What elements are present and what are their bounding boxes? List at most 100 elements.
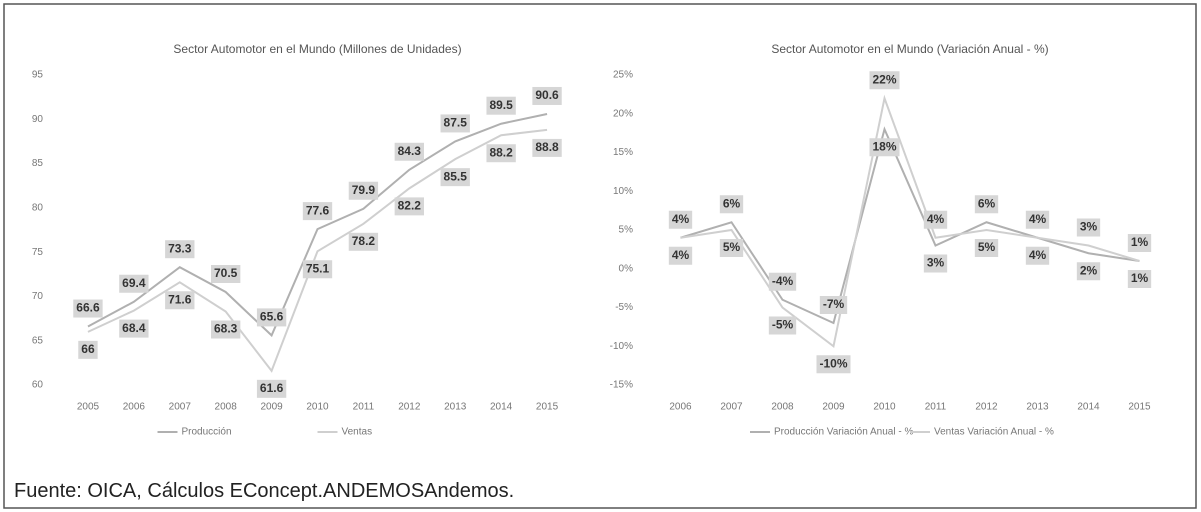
data-label-box	[768, 316, 797, 335]
data-label-box	[165, 291, 195, 310]
data-label-box	[869, 71, 900, 90]
legend-label: Producción	[182, 427, 232, 438]
data-label: 5%	[723, 240, 741, 254]
data-label: 1%	[1131, 235, 1149, 249]
data-label-box	[923, 254, 948, 273]
x-tick-label: 2010	[306, 402, 329, 413]
x-tick-label: 2007	[720, 402, 743, 413]
data-label: 66.6	[76, 301, 100, 315]
data-label: 82.2	[398, 199, 422, 213]
legend-label: Ventas Variación Anual - %	[934, 427, 1054, 438]
y-tick-label: 60	[32, 380, 44, 391]
x-tick-label: 2008	[215, 402, 238, 413]
data-label: 73.3	[168, 241, 192, 255]
data-label: 89.5	[489, 98, 513, 112]
data-label-box	[1025, 246, 1050, 265]
x-tick-label: 2015	[536, 402, 559, 413]
data-label: 77.6	[306, 203, 330, 217]
data-label-box	[532, 86, 562, 105]
data-label-box	[532, 138, 562, 157]
data-label-box	[211, 265, 241, 283]
x-tick-label: 2015	[1128, 402, 1151, 413]
x-tick-label: 2013	[444, 402, 467, 413]
y-tick-label: 70	[32, 291, 44, 302]
data-label-box	[486, 96, 516, 115]
data-label-box	[719, 239, 744, 257]
data-label-box	[440, 168, 470, 187]
data-label: -7%	[823, 297, 845, 311]
data-label-box	[816, 355, 851, 374]
data-label: 1%	[1131, 271, 1149, 285]
data-label: 3%	[1080, 220, 1098, 234]
line	[680, 126, 1140, 325]
x-tick-label: 2007	[169, 402, 192, 413]
data-label: 22%	[872, 72, 896, 86]
data-label-box	[165, 240, 195, 259]
x-tick-label: 2005	[77, 402, 100, 413]
data-label-box	[1127, 270, 1152, 288]
data-label: 2%	[1080, 263, 1098, 277]
data-label-box	[394, 197, 424, 216]
data-label-box	[1076, 218, 1101, 237]
y-tick-label: -10%	[610, 341, 633, 352]
data-label-box	[256, 308, 287, 327]
data-label: 5%	[978, 240, 996, 254]
data-label-box	[348, 181, 379, 200]
data-label-box	[869, 138, 900, 157]
data-label: 4%	[672, 212, 690, 226]
x-tick-label: 2013	[1026, 402, 1049, 413]
x-tick-label: 2006	[123, 402, 146, 413]
line	[87, 128, 548, 373]
data-label: 4%	[672, 248, 690, 262]
x-tick-label: 2014	[490, 402, 513, 413]
data-label-box	[923, 210, 948, 229]
x-tick-label: 2012	[398, 402, 421, 413]
data-label: 66	[81, 342, 95, 356]
x-tick-label: 2014	[1077, 402, 1100, 413]
y-tick-label: 0%	[619, 263, 634, 274]
data-label-box	[486, 144, 516, 163]
data-label-box	[440, 114, 470, 133]
data-label: 69.4	[122, 276, 146, 290]
data-label-box	[768, 272, 797, 291]
data-label: 68.3	[214, 322, 238, 336]
data-label: 90.6	[535, 88, 559, 102]
data-label-box	[668, 210, 693, 229]
line	[87, 112, 548, 338]
data-label: 4%	[1029, 212, 1047, 226]
x-tick-label: 2012	[975, 402, 998, 413]
y-tick-label: 80	[32, 202, 44, 213]
y-tick-label: 20%	[613, 108, 633, 119]
data-label: -4%	[772, 274, 794, 288]
y-tick-label: 95	[32, 70, 44, 81]
data-label-box	[974, 239, 999, 257]
x-tick-label: 2008	[771, 402, 794, 413]
data-label: -5%	[772, 318, 794, 332]
data-label-box	[394, 142, 424, 161]
y-tick-label: 10%	[613, 186, 633, 197]
y-tick-label: 75	[32, 247, 44, 258]
data-label-box	[302, 260, 333, 279]
data-label: 68.4	[122, 321, 146, 335]
y-tick-label: 65	[32, 335, 44, 346]
chart-title: Sector Automotor en el Mundo (Variación …	[771, 42, 1048, 56]
data-label-box	[1127, 234, 1152, 252]
x-tick-label: 2009	[260, 402, 283, 413]
data-label: 84.3	[398, 144, 422, 158]
y-tick-label: 5%	[619, 225, 634, 236]
legend-label: Ventas	[342, 427, 373, 438]
data-label: 88.2	[489, 145, 513, 159]
data-label-box	[348, 232, 379, 251]
data-label-box	[1076, 262, 1101, 281]
data-label-box	[719, 195, 744, 214]
y-tick-label: 15%	[613, 147, 633, 158]
line	[680, 94, 1140, 349]
y-tick-label: -5%	[615, 302, 633, 313]
data-label: 87.5	[444, 116, 468, 130]
data-label-box	[119, 319, 149, 338]
data-label: 61.6	[260, 381, 284, 395]
y-tick-label: 90	[32, 114, 44, 125]
data-label-box	[974, 195, 999, 214]
data-label: 70.5	[214, 266, 238, 280]
